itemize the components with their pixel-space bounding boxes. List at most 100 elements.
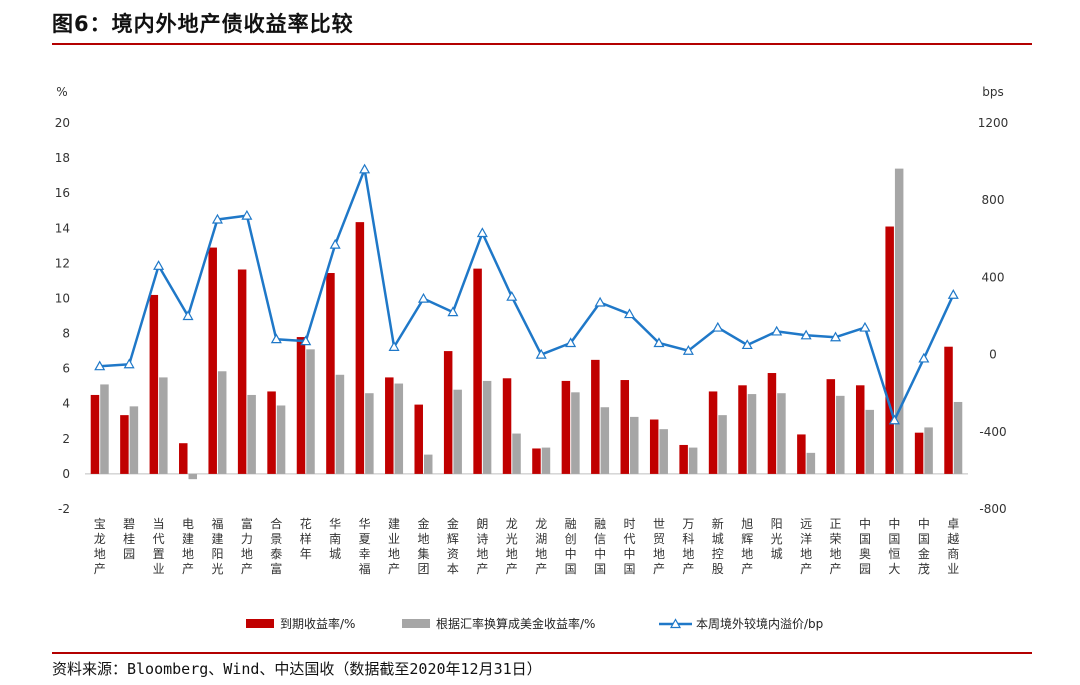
premium-point <box>800 329 812 340</box>
bar-usd-yield <box>129 406 139 474</box>
bar-ytm <box>296 337 306 474</box>
bar-usd-yield <box>482 380 492 474</box>
category-label: 正荣地产 <box>830 517 842 576</box>
premium-point <box>918 352 930 363</box>
category-label: 金辉资本 <box>447 516 459 576</box>
premium-point <box>123 358 135 369</box>
bar-usd-yield <box>924 427 933 474</box>
bars-layer <box>90 168 963 480</box>
category-label: 电建地产 <box>182 517 194 576</box>
right-tick-label: -800 <box>979 502 1006 516</box>
left-tick-label: 20 <box>55 116 70 130</box>
category-label: 华夏幸福 <box>359 517 371 576</box>
right-tick-label: 400 <box>982 270 1005 284</box>
premium-point <box>182 310 194 321</box>
right-tick-label: 800 <box>982 193 1005 207</box>
bar-ytm <box>502 378 512 474</box>
premium-point <box>270 333 282 344</box>
bar-ytm <box>90 394 100 474</box>
bar-usd-yield <box>747 394 757 474</box>
right-tick-label: 1200 <box>978 116 1009 130</box>
left-axis-unit: % <box>56 85 67 99</box>
premium-point <box>594 296 606 307</box>
legend-swatch-ytm <box>246 619 274 628</box>
category-labels: 宝龙地产 碧桂园 当代置业 电建地产 福建阳光 富力地产 合景泰富 花样年 华南城 华夏幸福 建业地… <box>94 516 960 576</box>
category-label: 华南城 <box>329 517 341 561</box>
left-tick-label: 16 <box>55 186 70 200</box>
bar-usd-yield <box>688 447 698 474</box>
premium-point <box>476 227 488 238</box>
title-divider <box>52 43 1032 45</box>
bar-usd-yield <box>718 415 727 474</box>
source-note: 资料来源：Bloomberg、Wind、中达国收（数据截至2020年12月31日… <box>52 660 542 678</box>
right-axis-unit: bps <box>982 85 1004 99</box>
bar-ytm <box>944 346 953 474</box>
bar-usd-yield <box>806 452 816 474</box>
category-label: 融创中国 <box>565 517 577 576</box>
premium-point <box>859 321 871 332</box>
bar-ytm <box>591 359 600 474</box>
bar-usd-yield <box>453 389 462 474</box>
category-label: 朗诗地产 <box>476 517 488 576</box>
bar-usd-yield <box>512 433 521 474</box>
category-label: 龙湖地产 <box>535 517 547 576</box>
bar-usd-yield <box>777 393 786 474</box>
bar-ytm <box>473 268 482 474</box>
bar-ytm <box>149 294 159 474</box>
bar-usd-yield <box>865 409 874 474</box>
bar-usd-yield <box>306 349 315 474</box>
bar-usd-yield <box>541 447 551 474</box>
premium-point <box>653 337 665 348</box>
category-label: 万科地产 <box>682 517 694 576</box>
category-label: 中国金茂 <box>918 516 930 576</box>
premium-point <box>506 290 518 301</box>
premium-point <box>153 260 165 270</box>
category-label: 远洋地产 <box>800 517 812 576</box>
bar-ytm <box>208 247 217 474</box>
bar-ytm <box>914 432 924 474</box>
legend-label-ytm: 到期收益率/% <box>280 616 355 631</box>
bar-ytm <box>326 273 335 474</box>
category-label: 中国奥园 <box>859 516 871 576</box>
legend-label-usd: 根据汇率换算成美金收益率/% <box>436 616 595 631</box>
bar-usd-yield <box>335 374 345 474</box>
category-label: 旭辉地产 <box>741 517 753 576</box>
category-label: 世贸地产 <box>653 517 665 576</box>
bar-ytm <box>826 379 836 474</box>
premium-point <box>947 289 959 299</box>
premium-point <box>565 337 577 348</box>
bar-usd-yield <box>659 429 668 474</box>
bar-ytm <box>561 380 571 474</box>
bar-usd-yield <box>894 168 904 474</box>
premium-point <box>888 414 900 425</box>
bar-usd-yield <box>276 405 286 474</box>
bar-ytm <box>179 443 188 474</box>
premium-point <box>447 306 459 317</box>
left-tick-label: 6 <box>62 362 70 376</box>
premium-point <box>94 360 106 371</box>
bar-usd-yield <box>630 416 639 474</box>
bar-usd-yield <box>571 392 580 474</box>
bar-usd-yield <box>365 393 374 474</box>
bar-usd-yield <box>217 371 227 474</box>
category-label: 龙光地产 <box>506 517 518 576</box>
category-label: 建业地产 <box>388 517 400 576</box>
premium-point <box>682 345 694 355</box>
premium-point <box>329 238 341 249</box>
premium-point <box>241 209 253 220</box>
left-tick-label: 0 <box>62 467 70 481</box>
left-tick-label: 4 <box>62 397 70 411</box>
premium-point <box>300 335 312 346</box>
bar-ytm <box>679 444 688 474</box>
legend-label-premium: 本周境外较境内溢价/bp <box>696 616 823 631</box>
category-label: 时代中国 <box>624 517 636 576</box>
premium-point <box>211 213 223 224</box>
bar-usd-yield <box>836 395 845 474</box>
left-tick-label: 12 <box>55 256 70 270</box>
right-tick-label: 0 <box>989 348 997 362</box>
category-label: 当代置业 <box>153 517 165 576</box>
bar-usd-yield <box>188 473 198 480</box>
left-tick-label: 8 <box>62 327 70 341</box>
legend-swatch-usd <box>402 619 430 628</box>
left-tick-label: 2 <box>62 432 70 446</box>
